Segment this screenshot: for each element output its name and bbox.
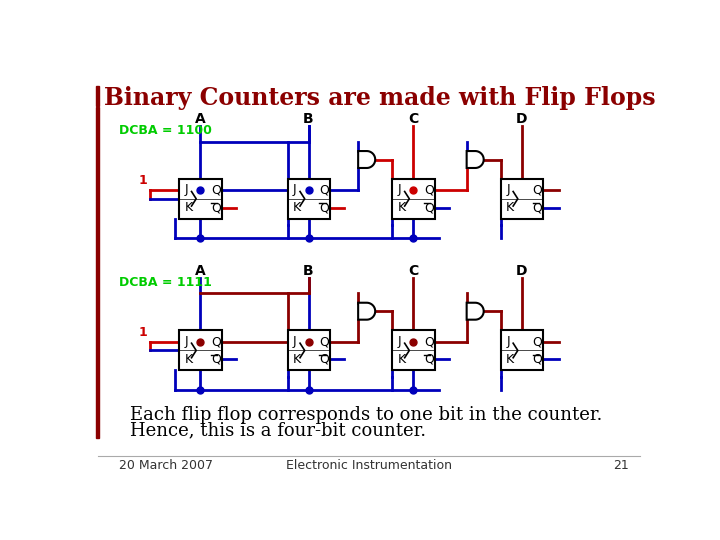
Bar: [392, 179, 435, 219]
Text: Q: Q: [211, 201, 221, 214]
Text: Binary Counters are made with Flip Flops: Binary Counters are made with Flip Flops: [104, 86, 656, 110]
Text: Q: Q: [320, 201, 329, 214]
Text: K: K: [397, 353, 406, 366]
Text: DCBA = 1100: DCBA = 1100: [120, 124, 212, 137]
Text: J: J: [184, 184, 188, 197]
PathPatch shape: [358, 303, 375, 320]
Text: 1: 1: [139, 326, 148, 339]
Text: Q: Q: [424, 201, 434, 214]
PathPatch shape: [467, 151, 484, 168]
Bar: [287, 179, 330, 219]
Text: A: A: [194, 112, 205, 126]
Text: B: B: [303, 264, 314, 278]
Text: J: J: [506, 335, 510, 348]
Text: K: K: [397, 201, 406, 214]
Text: K: K: [184, 353, 193, 366]
Text: 1: 1: [139, 174, 148, 187]
Bar: [179, 179, 222, 219]
Text: D: D: [516, 264, 528, 278]
Text: Electronic Instrumentation: Electronic Instrumentation: [286, 458, 452, 472]
Text: K: K: [293, 353, 301, 366]
Text: C: C: [408, 112, 418, 126]
Text: Q: Q: [424, 184, 434, 197]
Text: D: D: [516, 112, 528, 126]
Text: Each flip flop corresponds to one bit in the counter.: Each flip flop corresponds to one bit in…: [130, 406, 603, 424]
Text: K: K: [184, 201, 193, 214]
Text: J: J: [293, 335, 297, 348]
Text: Q: Q: [424, 335, 434, 348]
Text: J: J: [184, 335, 188, 348]
PathPatch shape: [358, 151, 375, 168]
Bar: [287, 330, 330, 370]
Text: J: J: [397, 335, 401, 348]
Text: Q: Q: [211, 335, 221, 348]
Text: Q: Q: [424, 353, 434, 366]
PathPatch shape: [467, 303, 484, 320]
Bar: [96, 107, 99, 438]
Text: B: B: [303, 112, 314, 126]
Text: Q: Q: [533, 353, 542, 366]
Text: Q: Q: [320, 335, 329, 348]
Text: J: J: [397, 184, 401, 197]
Bar: [500, 179, 544, 219]
Text: Q: Q: [211, 184, 221, 197]
Text: Hence, this is a four-bit counter.: Hence, this is a four-bit counter.: [130, 421, 426, 440]
Text: J: J: [293, 184, 297, 197]
Text: Q: Q: [533, 335, 542, 348]
Text: C: C: [408, 264, 418, 278]
Bar: [500, 330, 544, 370]
Text: Q: Q: [533, 201, 542, 214]
Text: K: K: [506, 201, 514, 214]
Bar: [96, 86, 99, 106]
Text: Q: Q: [533, 184, 542, 197]
Text: A: A: [194, 264, 205, 278]
Text: Q: Q: [320, 184, 329, 197]
Text: 21: 21: [613, 458, 629, 472]
Text: DCBA = 1111: DCBA = 1111: [120, 276, 212, 289]
Text: 20 March 2007: 20 March 2007: [120, 458, 213, 472]
Bar: [179, 330, 222, 370]
Text: Q: Q: [320, 353, 329, 366]
Text: Q: Q: [211, 353, 221, 366]
Text: K: K: [293, 201, 301, 214]
Text: K: K: [506, 353, 514, 366]
Bar: [392, 330, 435, 370]
Text: J: J: [506, 184, 510, 197]
